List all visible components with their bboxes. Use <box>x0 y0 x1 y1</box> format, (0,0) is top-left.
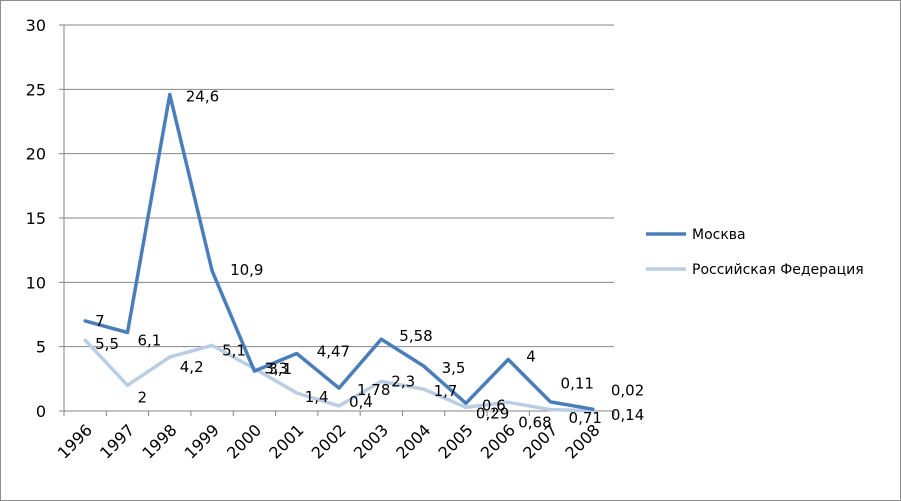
data-label: 1,78 <box>357 381 390 399</box>
x-tick-label: 2002 <box>308 420 350 462</box>
series-line-1 <box>83 92 595 411</box>
y-tick-label: 15 <box>26 209 46 228</box>
x-tick-label: 1996 <box>54 420 96 462</box>
data-label: 6,1 <box>137 332 161 350</box>
gridlines <box>64 24 614 348</box>
legend: Москва Российская Федерация <box>646 227 864 278</box>
x-tick-label: 2005 <box>435 420 477 462</box>
data-label: 1,7 <box>434 382 458 400</box>
legend-label: Москва <box>692 227 746 243</box>
x-tick-label: 2000 <box>223 420 265 462</box>
data-label: 24,6 <box>186 87 219 105</box>
y-tick-label: 10 <box>26 273 46 292</box>
y-tick-label: 5 <box>36 338 46 357</box>
data-label: 5,1 <box>222 341 246 359</box>
data-label: 2 <box>137 388 147 406</box>
data-label: 7 <box>95 312 105 330</box>
data-label: 0,68 <box>518 413 551 431</box>
data-label: 0,14 <box>611 406 644 424</box>
data-label: 4,2 <box>180 358 204 376</box>
data-label: 0,11 <box>561 375 594 393</box>
data-label: 0,29 <box>476 404 509 422</box>
data-label: 2,3 <box>391 372 415 390</box>
data-label: 3,3 <box>264 360 288 378</box>
x-tick-label: 2004 <box>392 420 434 462</box>
y-tick-label: 20 <box>26 145 46 164</box>
y-tick-label: 25 <box>26 80 46 99</box>
series-lines <box>83 92 595 413</box>
x-tick-label: 2006 <box>477 420 519 462</box>
data-label: 3,5 <box>442 359 466 377</box>
data-label: 1,4 <box>305 388 329 406</box>
x-tick-label: 1998 <box>138 420 180 462</box>
data-label: 10,9 <box>230 261 263 279</box>
data-label: 5,5 <box>95 335 119 353</box>
data-label: 0,4 <box>349 393 373 411</box>
x-tick-label: 1997 <box>96 420 138 462</box>
data-label: 5,58 <box>399 327 432 345</box>
data-labels: 7 6,1 24,6 10,9 3,1 4,47 1,78 5,58 3,5 0,6 4 0,71 0,… <box>95 87 644 431</box>
y-tick-label: 30 <box>26 16 46 35</box>
y-tick-label: 0 <box>36 402 46 421</box>
series-line-2 <box>83 338 595 413</box>
data-label: 0,71 <box>569 409 602 427</box>
data-label: 0,6 <box>482 396 506 414</box>
data-label: 4,47 <box>317 342 350 360</box>
x-tick-label: 1999 <box>181 420 223 462</box>
x-tick-label: 2001 <box>265 420 307 462</box>
data-label: 3,1 <box>268 360 292 378</box>
x-tick-label: 2003 <box>350 420 392 462</box>
data-label: 0,02 <box>611 382 644 400</box>
legend-label: Российская Федерация <box>692 262 864 278</box>
data-label: 4 <box>526 348 536 366</box>
